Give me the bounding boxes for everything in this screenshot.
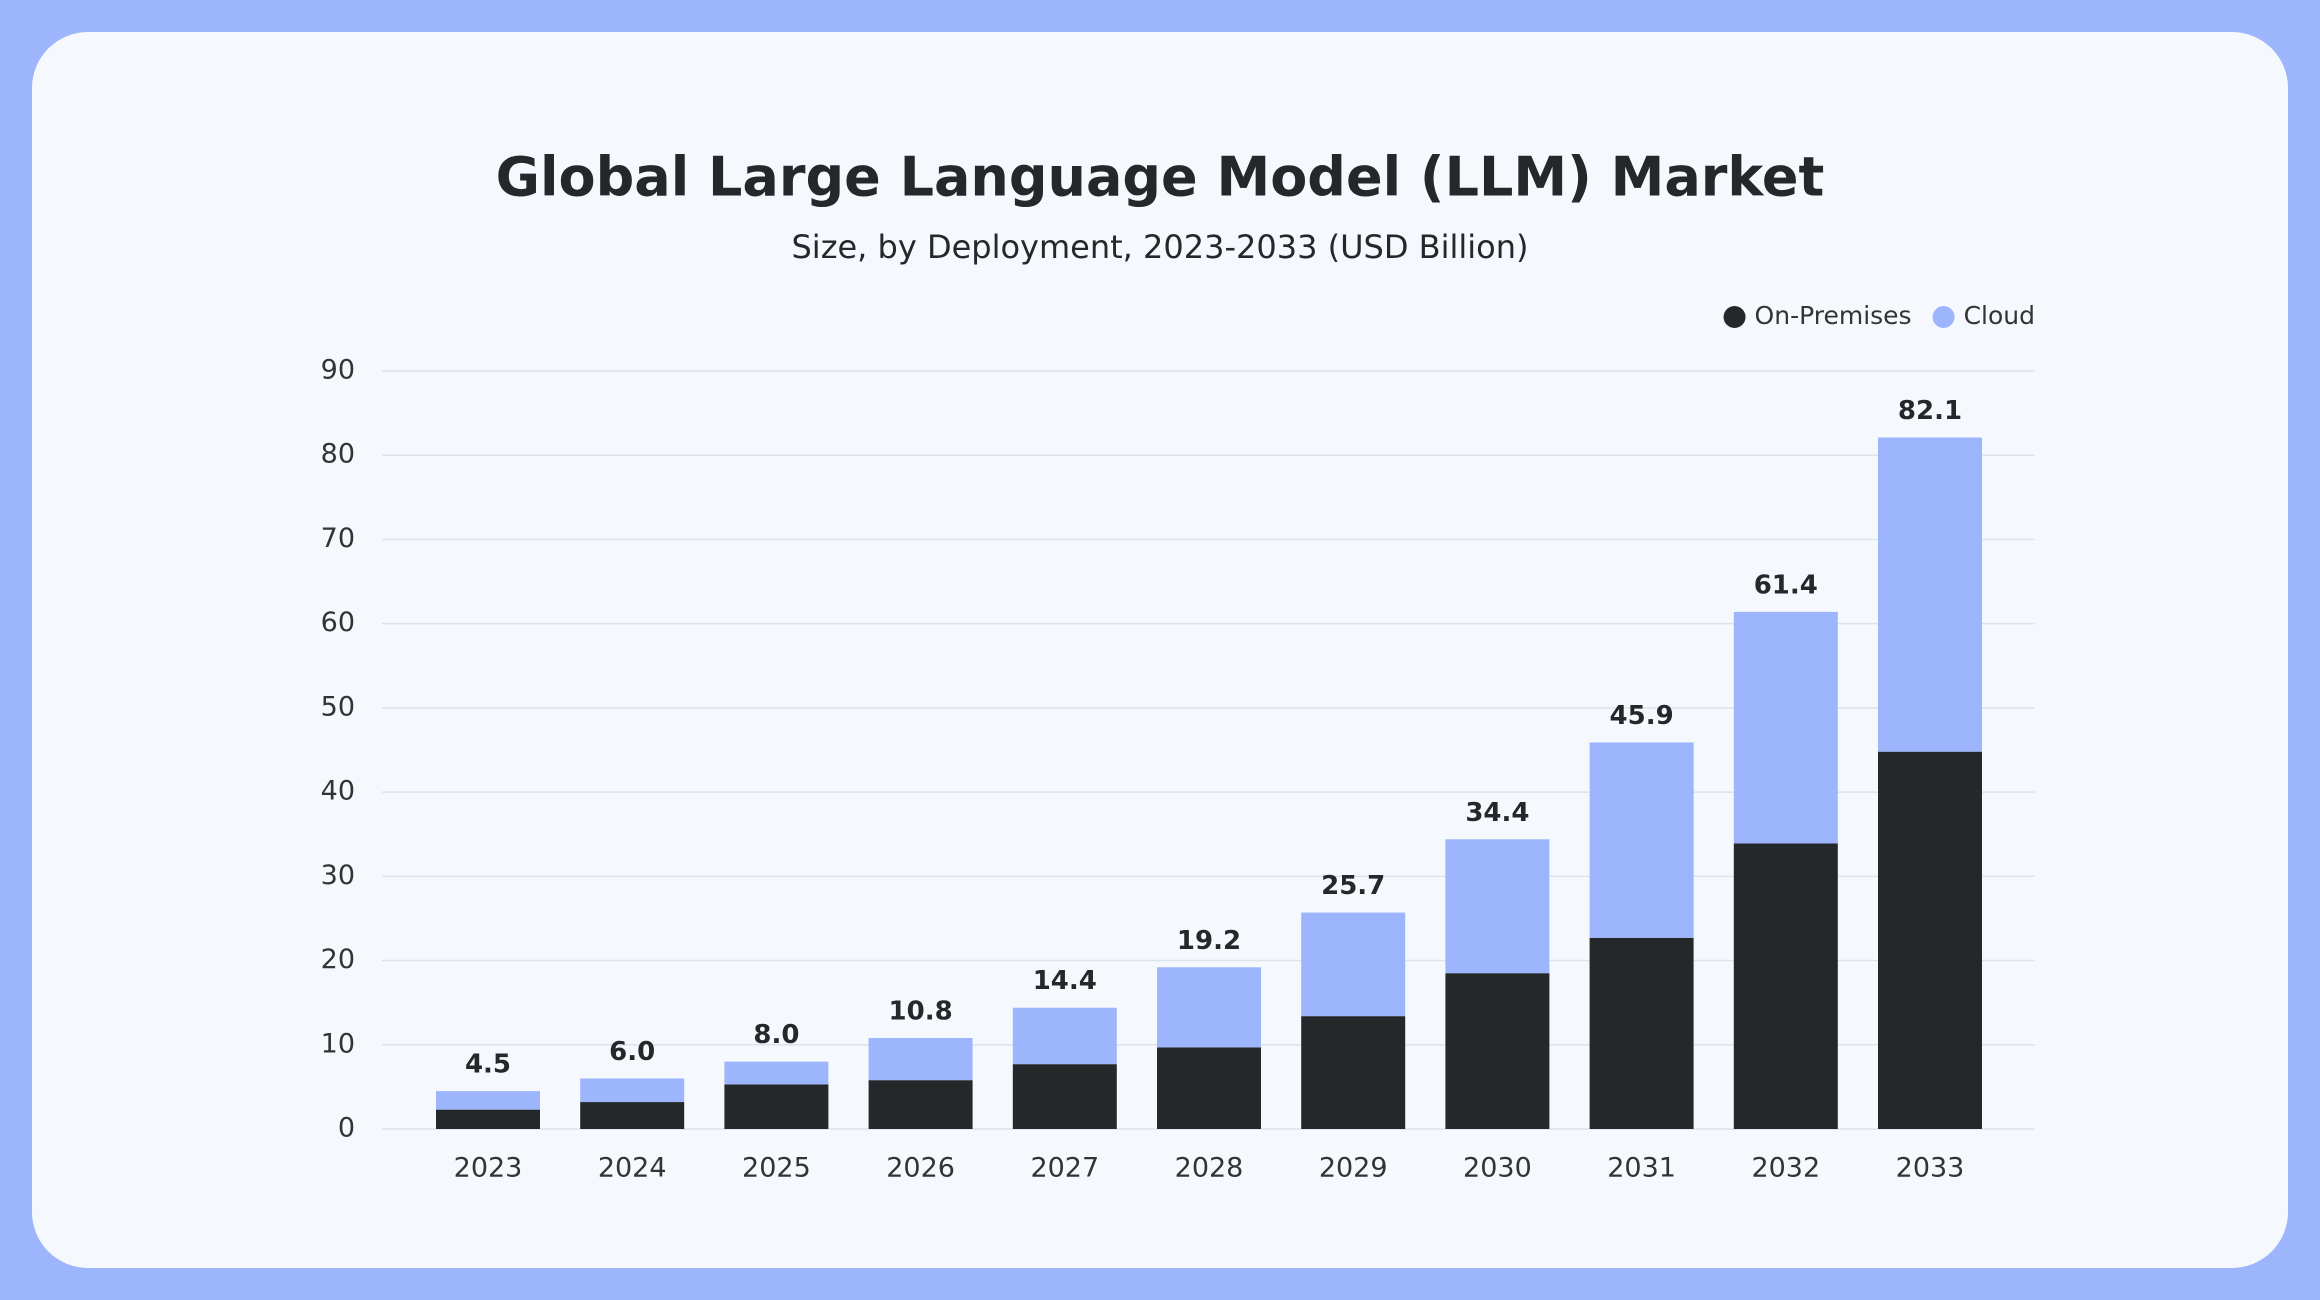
bar-segment bbox=[724, 1061, 829, 1085]
bar-segment bbox=[868, 1038, 973, 1081]
x-tick-label: 2028 bbox=[1175, 1153, 1244, 1184]
bar-segment bbox=[1733, 611, 1838, 844]
x-tick-label: 2033 bbox=[1896, 1153, 1965, 1184]
total-label: 14.4 bbox=[1033, 966, 1097, 996]
total-label: 61.4 bbox=[1754, 570, 1818, 600]
total-label: 8.0 bbox=[753, 1020, 799, 1050]
legend-label: On-Premises bbox=[1755, 301, 1912, 330]
total-label: 10.8 bbox=[889, 997, 953, 1027]
bar-segment bbox=[1878, 437, 1982, 752]
total-label: 34.4 bbox=[1465, 798, 1529, 828]
y-tick-label: 70 bbox=[321, 523, 355, 554]
y-tick-label: 80 bbox=[321, 439, 355, 470]
total-label: 4.5 bbox=[465, 1050, 511, 1080]
bar-segment bbox=[1301, 1016, 1406, 1129]
y-tick-label: 90 bbox=[321, 355, 355, 386]
bar-segment bbox=[724, 1084, 829, 1129]
bar-segment bbox=[1012, 1064, 1117, 1129]
bar-segment bbox=[1445, 839, 1550, 974]
bar-segment bbox=[868, 1080, 973, 1129]
x-tick-label: 2031 bbox=[1607, 1153, 1676, 1184]
x-tick-label: 2023 bbox=[454, 1153, 523, 1184]
total-label: 45.9 bbox=[1610, 701, 1674, 731]
y-tick-label: 10 bbox=[321, 1028, 355, 1059]
card bbox=[32, 32, 2288, 1268]
total-label: 82.1 bbox=[1898, 396, 1962, 426]
bar-segment bbox=[1589, 742, 1694, 938]
x-tick-label: 2030 bbox=[1463, 1153, 1532, 1184]
total-label: 6.0 bbox=[609, 1037, 655, 1067]
bar-segment bbox=[1445, 973, 1550, 1129]
bar-segment bbox=[436, 1091, 540, 1110]
chart-subtitle: Size, by Deployment, 2023-2033 (USD Bill… bbox=[791, 228, 1528, 266]
legend-swatch bbox=[1723, 306, 1746, 328]
legend-label: Cloud bbox=[1964, 301, 2035, 330]
x-tick-label: 2025 bbox=[742, 1153, 811, 1184]
x-tick-label: 2029 bbox=[1319, 1153, 1388, 1184]
y-tick-label: 30 bbox=[321, 860, 355, 891]
y-tick-label: 40 bbox=[321, 776, 355, 807]
y-tick-label: 60 bbox=[321, 607, 355, 638]
total-label: 19.2 bbox=[1177, 926, 1241, 956]
x-tick-label: 2024 bbox=[598, 1153, 667, 1184]
x-tick-label: 2027 bbox=[1030, 1153, 1099, 1184]
bar-segment bbox=[1012, 1007, 1117, 1065]
bar-segment bbox=[580, 1078, 685, 1103]
y-tick-label: 50 bbox=[321, 691, 355, 722]
total-label: 25.7 bbox=[1321, 871, 1385, 901]
chart-title: Global Large Language Model (LLM) Market bbox=[496, 146, 1825, 209]
x-tick-label: 2026 bbox=[886, 1153, 955, 1184]
bar-segment bbox=[1157, 1047, 1261, 1129]
bar-segment bbox=[1589, 937, 1694, 1129]
bar-segment bbox=[580, 1102, 685, 1129]
bar-segment bbox=[1733, 843, 1838, 1129]
y-tick-label: 0 bbox=[338, 1113, 355, 1144]
bar-segment bbox=[1878, 751, 1982, 1129]
legend-swatch bbox=[1932, 306, 1955, 328]
bar-segment bbox=[436, 1109, 540, 1129]
bar-segment bbox=[1301, 912, 1406, 1017]
x-tick-label: 2032 bbox=[1751, 1153, 1820, 1184]
bar-segment bbox=[1157, 967, 1261, 1048]
y-tick-label: 20 bbox=[321, 944, 355, 975]
